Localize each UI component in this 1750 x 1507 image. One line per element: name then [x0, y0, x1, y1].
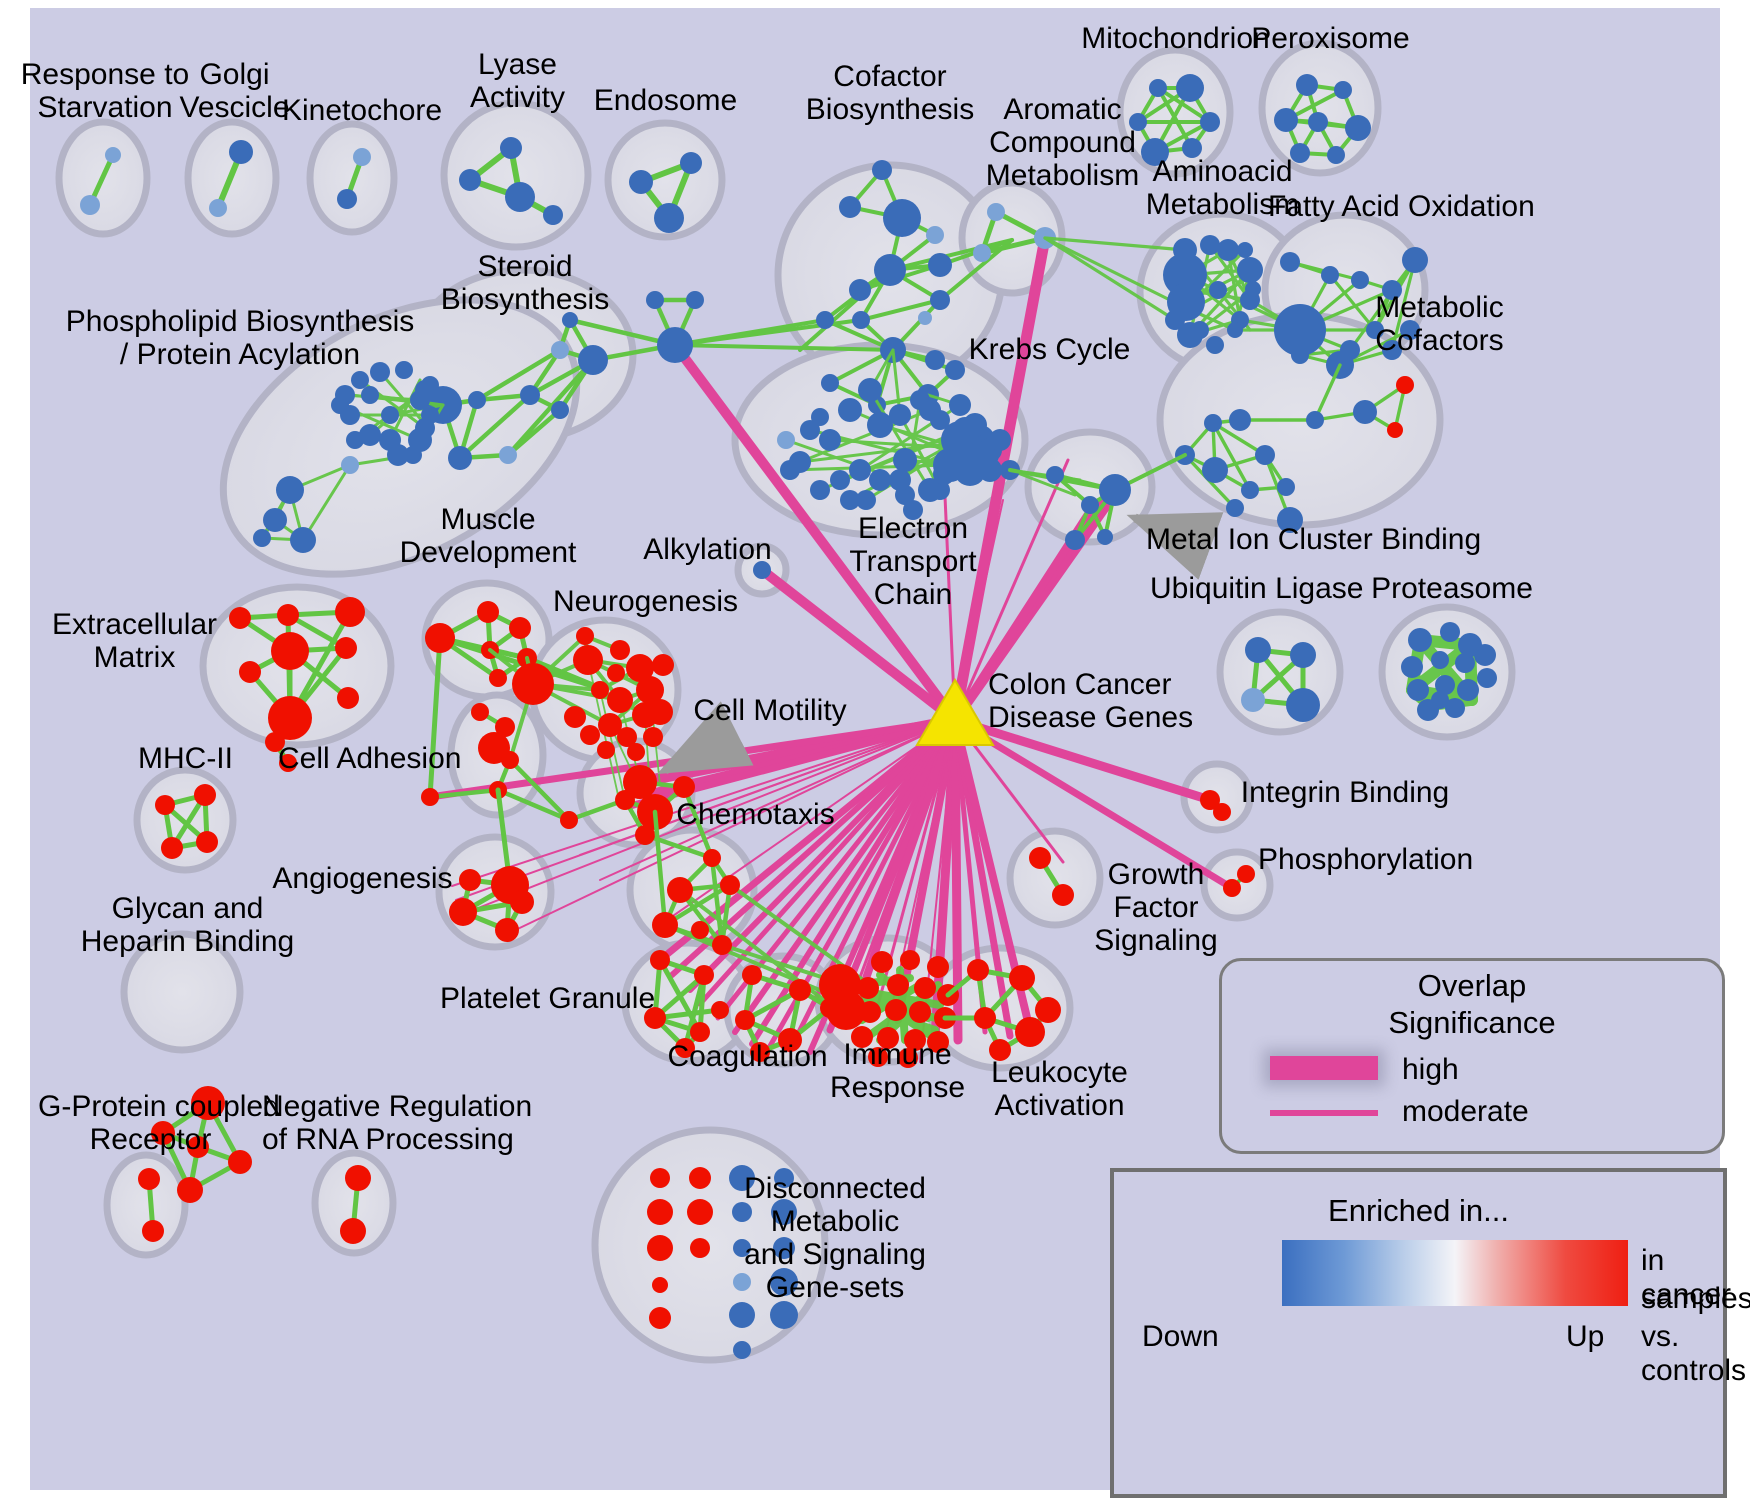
cluster-response-to-starvation — [80, 147, 121, 215]
cluster-lyase-activity — [459, 137, 563, 225]
cluster-endosome — [629, 152, 702, 233]
cluster-proteasome — [1401, 622, 1497, 721]
cluster-g-protein-coupled-receptor — [138, 1168, 164, 1242]
legend-enrichment-high-label: Up — [1566, 1320, 1605, 1353]
legend-label-moderate: moderate — [1402, 1095, 1529, 1128]
cluster-integrin-binding — [1200, 790, 1231, 821]
hub-node-colon-cancer-disease-genes — [915, 678, 995, 746]
cluster-kinetochore — [337, 148, 371, 209]
cluster-fatty-acid-oxidation — [1274, 247, 1428, 379]
cluster-mhc-ii — [155, 784, 218, 859]
legend-swatch-high — [1270, 1056, 1378, 1080]
legend-significance-title-line2: Significance — [1388, 1005, 1556, 1040]
cluster-metabolic-cofactors — [1175, 363, 1414, 533]
legend-enrichment-note-line2: samples — [1641, 1282, 1750, 1315]
arrow-cell-motility — [656, 701, 754, 775]
cluster-extracellular-matrix — [229, 597, 365, 772]
cluster-peroxisome — [1274, 74, 1371, 164]
arrow-metal-ion-cluster-binding — [1126, 512, 1224, 580]
cluster-muscle-development — [425, 601, 608, 800]
cluster-disconnected-gene-sets — [647, 1165, 798, 1359]
cluster-phosphorylation — [1223, 865, 1255, 897]
cluster-golgi-vescicle — [209, 140, 253, 217]
cluster-leukocyte-activation — [942, 959, 1061, 1061]
legend-enrichment: Enriched in... Down Up in cancer samples… — [1110, 1168, 1750, 1498]
legend-significance-title-line1: Overlap — [1417, 968, 1527, 1003]
cluster-platelet-granule — [644, 950, 729, 1058]
cluster-cell-motility — [560, 765, 715, 861]
legend-label-high: high — [1402, 1053, 1459, 1086]
annotation-arrows — [656, 512, 1224, 775]
cluster-growth-factor-signaling — [1029, 847, 1074, 906]
cluster-phospholipid-biosynthesis — [253, 361, 445, 553]
legend-swatch-moderate — [1270, 1110, 1378, 1116]
cluster-alkylation — [753, 561, 771, 579]
cluster-cell-adhesion — [421, 703, 572, 823]
legend-overlap-significance: Overlap Significance high moderate — [1219, 958, 1725, 1154]
cluster-glycan-and-heparin-binding — [151, 1086, 252, 1203]
enrichment-colorbar — [1282, 1240, 1628, 1306]
cluster-neurogenesis — [488, 627, 674, 801]
cluster-negative-regulation-rna-processing — [340, 1165, 371, 1244]
legend-enrichment-low-label: Down — [1142, 1320, 1219, 1353]
legend-enrichment-note-line1: in cancer — [1641, 1244, 1732, 1311]
cluster-mitochondrion — [1129, 74, 1220, 166]
cluster-electron-transport-chain — [777, 348, 1082, 520]
cluster-metal-ion-cluster-binding — [1008, 453, 1187, 550]
cluster-immune-response — [819, 950, 959, 1068]
cluster-steroid-biosynthesis — [424, 291, 704, 470]
legend-enrichment-title: Enriched in... — [1328, 1193, 1509, 1228]
cluster-angiogenesis — [449, 787, 534, 942]
cluster-ubiquitin-ligase — [1241, 637, 1320, 722]
legend-enrichment-note-line3: vs. controls — [1641, 1320, 1747, 1387]
